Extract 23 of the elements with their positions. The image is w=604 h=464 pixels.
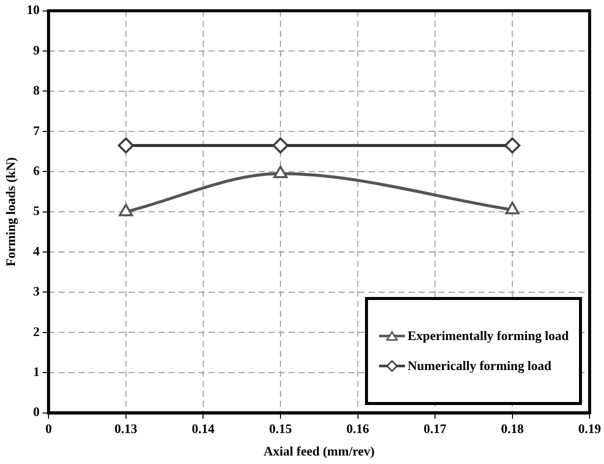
y-tick-label: 0: [33, 404, 40, 420]
x-tick-label: 0.19: [578, 420, 602, 436]
x-axis-title: Axial feed (mm/rev): [264, 444, 375, 459]
x-tick-label: 0.17: [424, 420, 447, 436]
y-tick-label: 2: [33, 324, 40, 339]
x-tick-label: 0.18: [500, 420, 524, 436]
y-tick-label: 3: [33, 284, 40, 299]
y-tick-label: 8: [33, 82, 40, 98]
y-tick-label: 5: [33, 203, 40, 218]
y-tick-label: 1: [33, 364, 40, 379]
x-tick-label: 0: [45, 420, 52, 436]
y-tick-label: 10: [26, 2, 40, 18]
y-tick-label: 9: [33, 42, 40, 58]
x-tick-label: 0.15: [269, 420, 292, 436]
legend-label: Numerically forming load: [408, 358, 552, 374]
legend-label: Experimentally forming load: [408, 328, 569, 344]
y-tick-label: 6: [33, 162, 40, 178]
y-tick-label: 4: [33, 243, 40, 258]
x-tick-label: 0.16: [346, 420, 370, 436]
y-tick-label: 7: [33, 122, 40, 138]
y-axis-title: Forming loads (kN): [3, 157, 18, 266]
x-tick-label: 0.13: [114, 420, 138, 436]
x-tick-label: 0.14: [192, 420, 216, 436]
